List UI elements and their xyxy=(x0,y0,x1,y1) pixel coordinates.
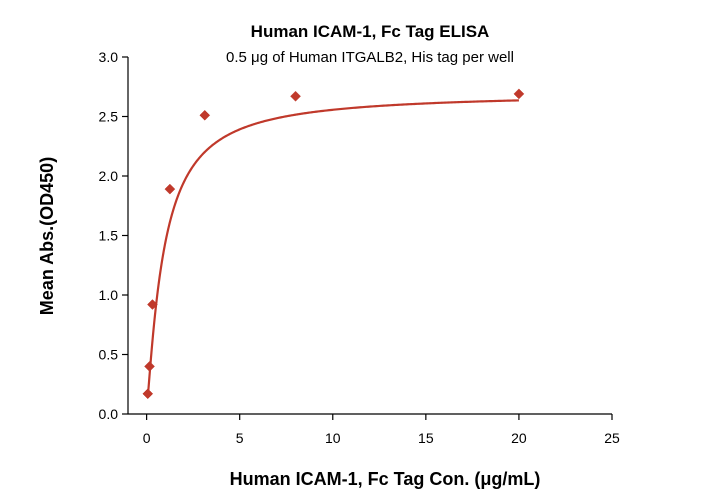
x-tick-label: 10 xyxy=(325,430,341,446)
x-tick-label: 15 xyxy=(418,430,434,446)
data-point xyxy=(147,299,158,310)
y-tick-label: 0.5 xyxy=(99,347,119,363)
y-tick-label: 2.5 xyxy=(99,109,119,125)
x-tick-label: 5 xyxy=(236,430,244,446)
data-point xyxy=(290,90,301,102)
y-tick-label: 0.0 xyxy=(99,406,119,422)
y-axis-label: Mean Abs.(OD450) xyxy=(37,157,57,315)
chart-subtitle: 0.5 μg of Human ITGALB2, His tag per wel… xyxy=(226,49,514,66)
x-axis-label: Human ICAM-1, Fc Tag Con. (μg/mL) xyxy=(230,469,541,489)
x-tick-label: 25 xyxy=(604,430,620,446)
x-tick-label: 20 xyxy=(511,430,527,446)
data-point xyxy=(144,361,155,372)
data-point xyxy=(513,88,525,100)
fit-curve xyxy=(146,99,519,398)
y-tick-label: 1.0 xyxy=(99,287,119,303)
chart-title: Human ICAM-1, Fc Tag ELISA xyxy=(251,22,490,41)
x-tick-label: 0 xyxy=(143,430,151,446)
data-point xyxy=(164,183,176,195)
data-points-layer xyxy=(142,88,525,400)
data-point xyxy=(142,388,154,400)
fit-curve-layer xyxy=(146,99,519,398)
data-point xyxy=(199,109,211,121)
y-tick-label: 2.0 xyxy=(99,168,119,184)
y-tick-label: 3.0 xyxy=(99,49,119,65)
x-axis: 0 5 10 15 20 25 xyxy=(128,413,620,446)
y-axis: 0.0 0.5 1.0 1.5 2.0 2.5 3.0 xyxy=(99,49,129,422)
y-tick-label: 1.5 xyxy=(99,228,119,244)
